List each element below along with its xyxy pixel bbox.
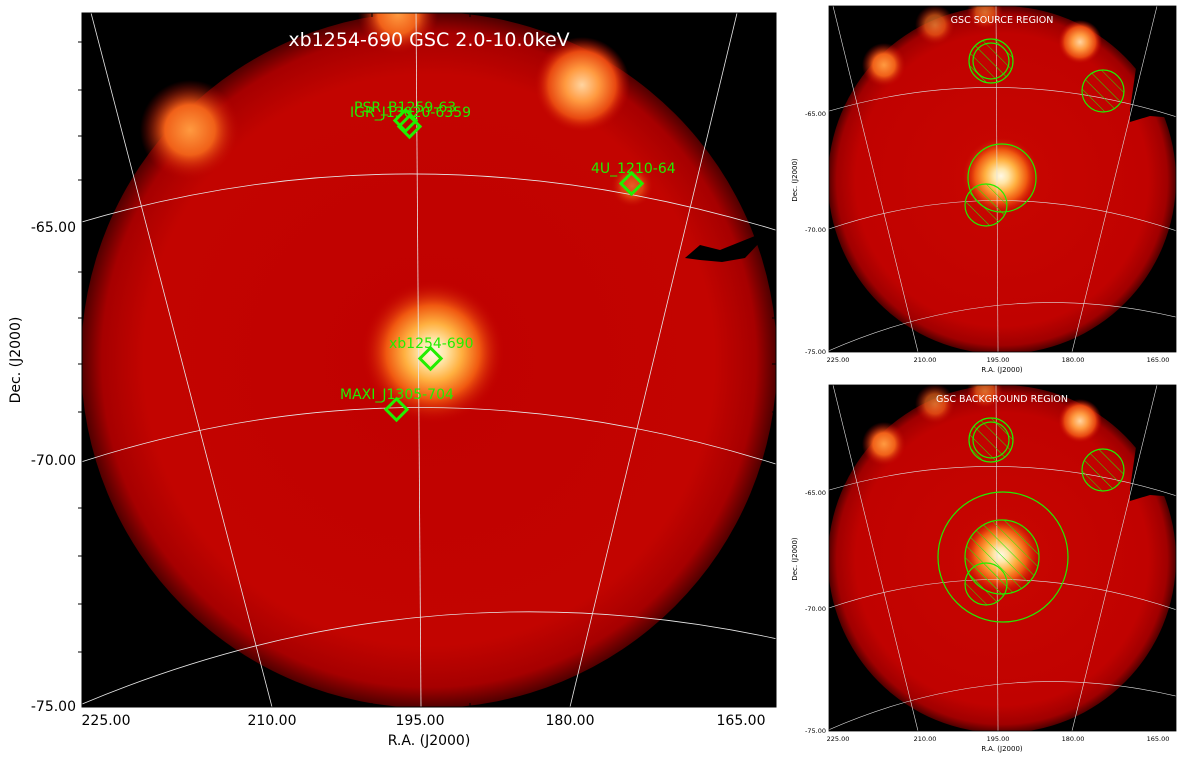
top-right-glow	[1058, 399, 1102, 443]
background-dec-tick-labels: -65.00 -70.00 -75.00	[805, 489, 826, 735]
exclusion-circle	[972, 42, 1010, 80]
background-panel-title: GSC BACKGROUND REGION	[936, 394, 1068, 405]
ra-tick-label: 180.00	[546, 713, 595, 729]
top-left-glow	[140, 80, 240, 180]
exclusion-circle	[968, 38, 1014, 84]
ra-tick-label: 195.00	[987, 735, 1010, 743]
region-circles	[964, 38, 1125, 227]
top-center-glow	[915, 6, 955, 45]
background-region-panel: GSC BACKGROUND REGION -65.00 -70.00 -75.…	[791, 384, 1177, 753]
no-exposure-wedge	[1130, 385, 1176, 501]
ra-tick-label: 225.00	[827, 735, 850, 743]
source-label-maxi-j1305-704: MAXI_J1305-704	[340, 387, 454, 403]
source-image: GSC SOURCE REGION	[829, 6, 1176, 352]
source-ra-tick-labels: 225.00 210.00 195.00 180.00 165.00	[827, 356, 1170, 364]
main-ra-tick-labels: 225.00 210.00 195.00 180.00 165.00	[82, 713, 766, 729]
ra-tick-label: 195.00	[987, 356, 1010, 364]
dec-tick-label: -70.00	[31, 453, 76, 469]
background-ra-tick-labels: 225.00 210.00 195.00 180.00 165.00	[827, 735, 1170, 743]
main-title: xb1254-690 GSC 2.0-10.0keV	[288, 29, 569, 51]
dec-tick-label: -65.00	[31, 220, 76, 236]
top-glow	[967, 385, 1003, 409]
ra-tick-label: 195.00	[396, 713, 445, 729]
ra-tick-label: 165.00	[1147, 735, 1170, 743]
source-label-igr-j13020-6359: IGR_J13020-6359	[350, 105, 471, 121]
region-circles	[937, 417, 1125, 623]
ra-tick-label: 210.00	[914, 735, 937, 743]
ra-tick-label: 165.00	[717, 713, 766, 729]
top-left-glow	[862, 422, 906, 466]
top-right-glow	[534, 37, 630, 133]
ra-tick-label: 210.00	[248, 713, 297, 729]
exclusion-circle	[972, 421, 1010, 459]
source-markers	[383, 107, 645, 423]
source-label-4u-1210-64: 4U_1210-64	[591, 161, 676, 177]
background-plot-frame	[828, 384, 1177, 732]
dec-tick-label: -75.00	[31, 699, 76, 715]
main-xlabel: R.A. (J2000)	[388, 733, 471, 749]
main-panel: PSR_B1259-63 IGR_J13020-6359 4U_1210-64 …	[8, 12, 777, 749]
source-dec-tick-labels: -65.00 -70.00 -75.00	[805, 110, 826, 356]
background-xlabel: R.A. (J2000)	[981, 745, 1023, 753]
source-marker-4u-1210-64	[618, 170, 645, 197]
source-label-xb1254-690: xb1254-690	[389, 336, 474, 352]
main-minor-ticks	[78, 13, 776, 707]
ra-tick-label: 225.00	[827, 356, 850, 364]
source-panel-title: GSC SOURCE REGION	[951, 15, 1054, 26]
main-image: PSR_B1259-63 IGR_J13020-6359 4U_1210-64 …	[82, 13, 776, 707]
background-image: GSC BACKGROUND REGION	[829, 385, 1176, 731]
exclusion-circle	[964, 183, 1008, 227]
top-right-glow	[1058, 20, 1102, 64]
ra-tick-label: 225.00	[82, 713, 131, 729]
ra-tick-label: 210.00	[914, 356, 937, 364]
top-left-glow	[862, 43, 906, 87]
source-xlabel: R.A. (J2000)	[981, 366, 1023, 374]
dec-tick-label: -70.00	[805, 226, 826, 234]
exclusion-circle	[1081, 69, 1125, 113]
source-marker-igr-j13020-6359	[396, 113, 423, 140]
dec-tick-label: -75.00	[805, 727, 826, 735]
source-marker-maxi-j1305-704	[383, 396, 410, 423]
exclusion-circle	[964, 562, 1008, 606]
source-labels: PSR_B1259-63 IGR_J13020-6359 4U_1210-64 …	[340, 100, 676, 403]
background-ylabel: Dec. (J2000)	[791, 537, 799, 581]
main-dec-tick-labels: -65.00 -70.00 -75.00	[31, 220, 76, 715]
ra-tick-label: 180.00	[1062, 356, 1085, 364]
ra-tick-label: 180.00	[1062, 735, 1085, 743]
source-marker-xb1254-690	[417, 345, 444, 372]
dec-tick-label: -65.00	[805, 489, 826, 497]
top-center-glow	[915, 385, 955, 424]
no-exposure-wedge	[685, 209, 776, 262]
no-exposure-wedge	[1130, 6, 1176, 122]
source-region-panel: GSC SOURCE REGION -65.00 -70.00 -75.00 2…	[791, 5, 1177, 374]
source-label-psr-b1259-63: PSR_B1259-63	[354, 100, 456, 116]
top-glow	[967, 6, 1003, 30]
dec-tick-label: -75.00	[805, 348, 826, 356]
main-ylabel: Dec. (J2000)	[8, 317, 24, 404]
ra-tick-label: 165.00	[1147, 356, 1170, 364]
exclusion-circle	[1081, 448, 1125, 492]
dec-tick-label: -65.00	[805, 110, 826, 118]
dec-tick-label: -70.00	[805, 605, 826, 613]
background-annulus-outer	[937, 491, 1069, 623]
source-ylabel: Dec. (J2000)	[791, 158, 799, 202]
main-plot-frame	[81, 12, 777, 708]
exclusion-circle	[968, 417, 1014, 463]
source-plot-frame	[828, 5, 1177, 353]
top-center-glow	[358, 13, 438, 54]
